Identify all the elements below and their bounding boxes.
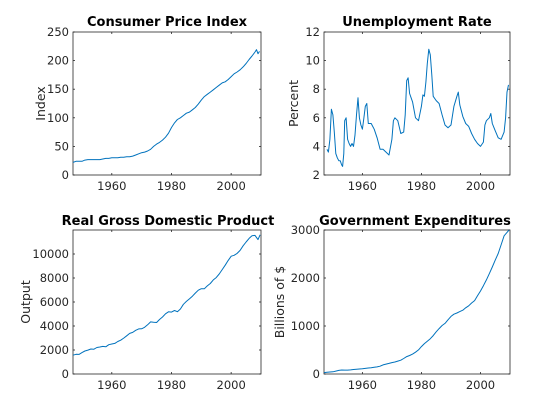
panel-unemployment: Unemployment Rate Percent 1960 1980 2000 2 4… — [286, 15, 511, 193]
x-tick-label: 1960 — [348, 179, 377, 193]
ticks: 1960 1980 2000 0 50 100 150 200 250 — [47, 25, 261, 193]
x-tick-label: 1960 — [348, 378, 377, 392]
ticks: 1960 1980 2000 0 2000 4000 6000 8000 10000 — [32, 230, 261, 392]
y-tick-label: 10 — [305, 54, 320, 68]
panel-real-gdp: Real Gross Domestic Product Output 1960 1… — [18, 214, 274, 392]
y-tick-label: 3000 — [291, 223, 320, 237]
y-axis-label: Output — [18, 280, 33, 324]
series-line — [326, 48, 509, 167]
y-tick-label: 4 — [313, 139, 320, 153]
chart-title: Real Gross Domestic Product — [62, 214, 275, 229]
plot-area — [323, 229, 511, 375]
x-tick-label: 1960 — [97, 378, 126, 392]
y-axis-label: Index — [33, 86, 48, 120]
y-tick-label: 12 — [305, 25, 320, 39]
plot-area — [72, 31, 262, 176]
y-tick-label: 200 — [47, 54, 69, 68]
x-tick-label: 1980 — [157, 179, 186, 193]
chart-title: Government Expenditures — [319, 214, 511, 229]
panel-government-expenditures: Government Expenditures Billions of $ 19… — [272, 214, 511, 392]
x-tick-label: 1960 — [97, 179, 126, 193]
y-axis-label: Billions of $ — [272, 266, 287, 339]
chart-title: Consumer Price Index — [87, 15, 248, 30]
chart-title: Unemployment Rate — [342, 15, 492, 30]
y-axis-label: Percent — [286, 80, 301, 127]
x-tick-label: 1980 — [407, 179, 436, 193]
x-tick-label: 2000 — [217, 378, 246, 392]
y-tick-label: 2 — [313, 168, 320, 182]
series-line — [72, 234, 261, 356]
x-tick-label: 2000 — [466, 179, 495, 193]
y-tick-label: 2000 — [40, 343, 69, 357]
y-tick-label: 6 — [313, 111, 320, 125]
x-tick-label: 1980 — [407, 378, 436, 392]
y-tick-label: 4000 — [40, 319, 69, 333]
y-tick-label: 0 — [62, 367, 69, 381]
y-tick-label: 0 — [62, 168, 69, 182]
series-line — [323, 229, 510, 374]
ticks: 1960 1980 2000 0 1000 2000 3000 — [291, 223, 510, 392]
y-tick-label: 8 — [313, 82, 320, 96]
y-tick-label: 100 — [47, 111, 69, 125]
y-tick-label: 50 — [54, 139, 69, 153]
y-tick-label: 8000 — [40, 271, 69, 285]
y-tick-label: 6000 — [40, 295, 69, 309]
y-tick-label: 250 — [47, 25, 69, 39]
y-tick-label: 10000 — [32, 247, 69, 261]
x-tick-label: 2000 — [217, 179, 246, 193]
y-tick-label: 1000 — [291, 319, 320, 333]
series-line — [72, 49, 260, 163]
plot-area — [72, 229, 262, 375]
y-tick-label: 2000 — [291, 271, 320, 285]
y-tick-label: 150 — [47, 82, 69, 96]
ticks: 1960 1980 2000 2 4 6 8 10 12 — [305, 25, 510, 193]
y-tick-label: 0 — [313, 367, 320, 381]
plot-area — [323, 31, 511, 176]
x-tick-label: 1980 — [157, 378, 186, 392]
panel-cpi: Consumer Price Index Index 1960 1980 2000 0… — [33, 15, 262, 193]
x-tick-label: 2000 — [466, 378, 495, 392]
